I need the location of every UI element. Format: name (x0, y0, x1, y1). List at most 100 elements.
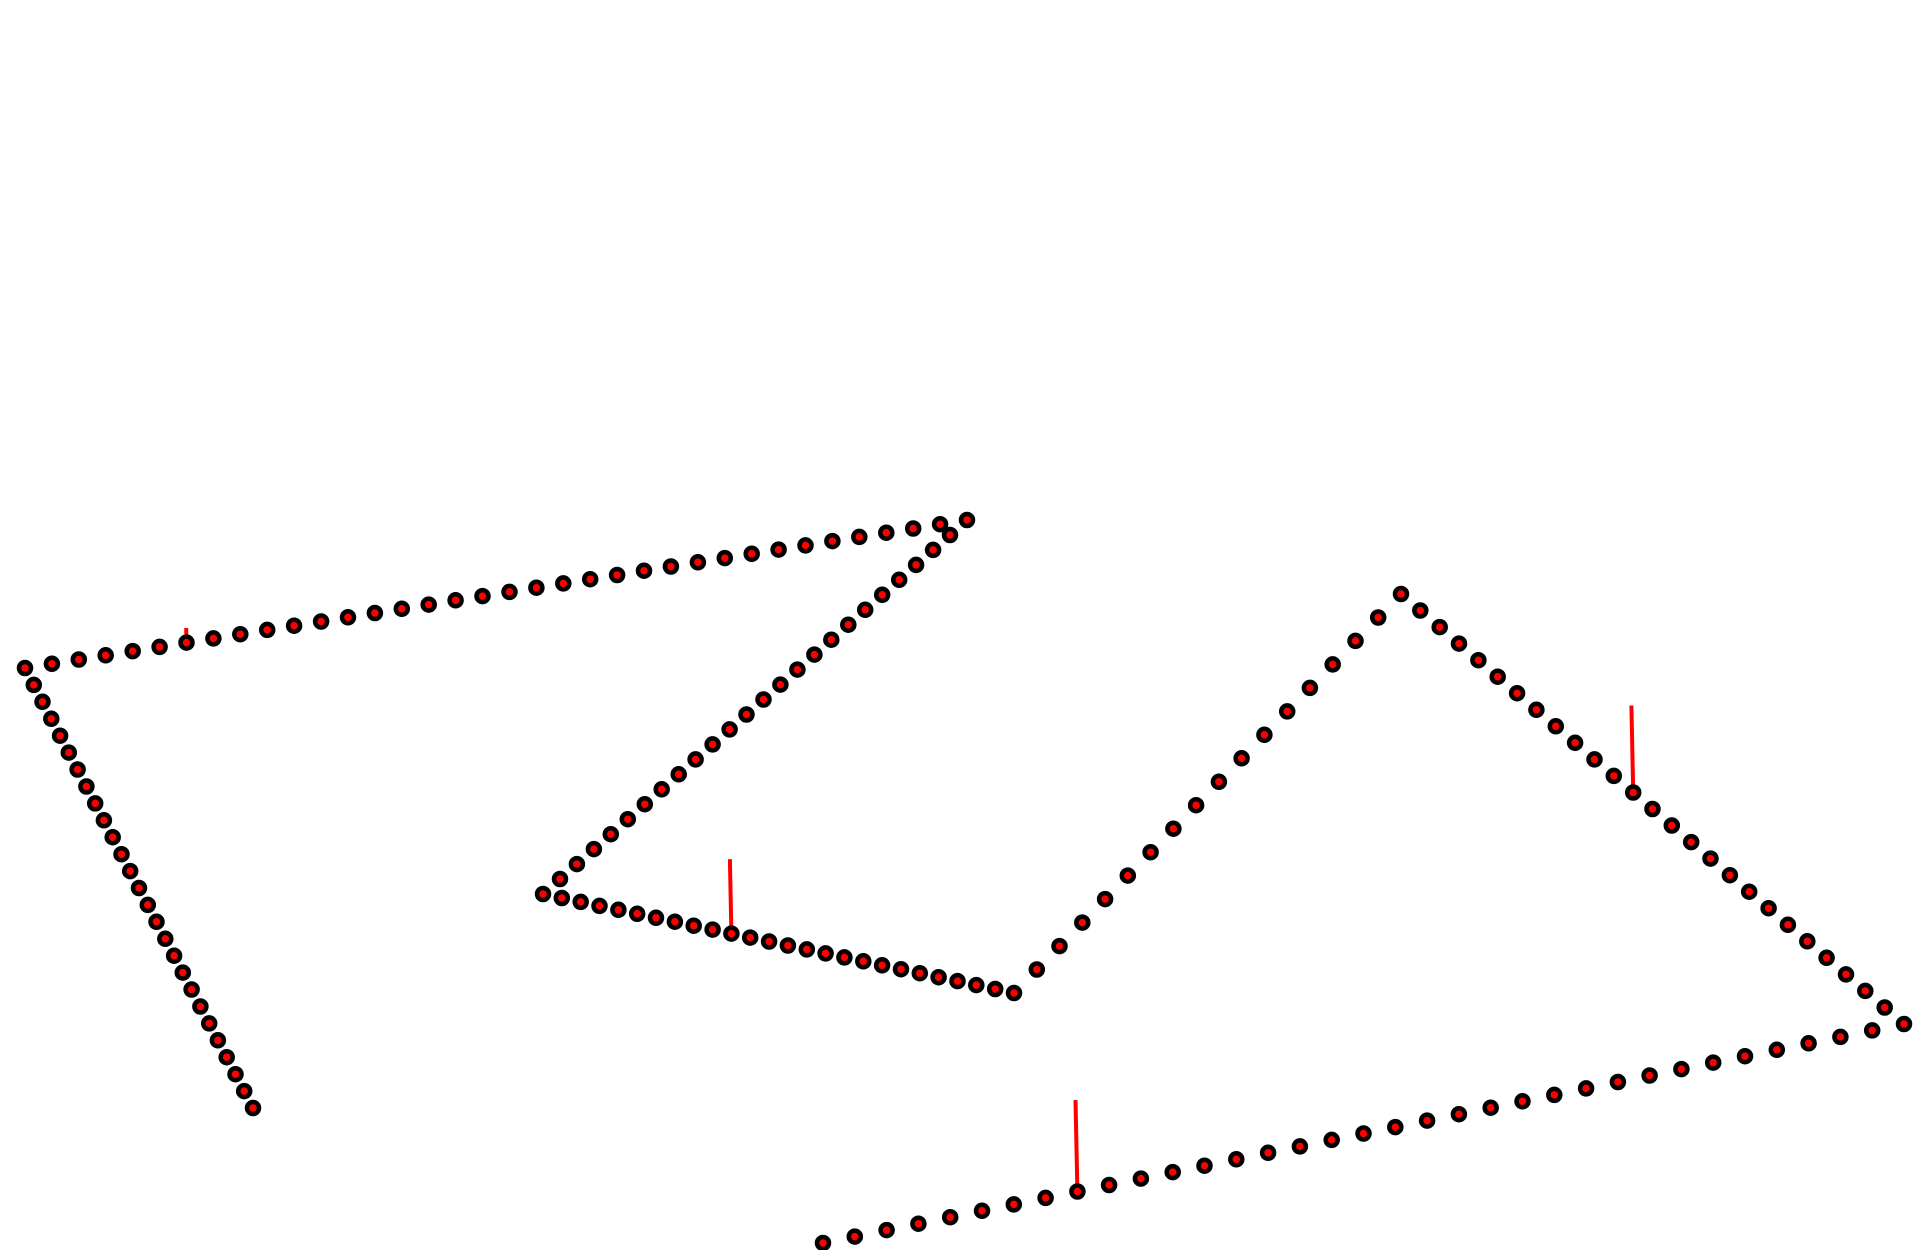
data-point-74 (738, 706, 755, 723)
data-point-140 (1624, 784, 1642, 801)
data-point-102 (836, 949, 853, 966)
data-point-25 (25, 676, 43, 694)
data-point-144 (1702, 850, 1719, 867)
data-point-110 (986, 980, 1004, 998)
data-point-99 (779, 937, 797, 954)
stem-layer (184, 627, 1636, 1192)
data-point-6 (192, 998, 209, 1015)
data-point-111 (1005, 984, 1023, 1002)
data-point-153 (1876, 999, 1893, 1016)
data-point-33 (205, 630, 222, 647)
data-point-75 (721, 721, 738, 738)
data-point-5 (200, 1015, 218, 1032)
data-point-187 (846, 1228, 864, 1245)
data-point-54 (770, 541, 787, 558)
data-point-104 (873, 957, 891, 974)
data-point-65 (890, 571, 908, 589)
data-point-135 (1528, 701, 1545, 719)
data-point-123 (1278, 703, 1296, 720)
data-point-48 (608, 566, 626, 584)
data-point-173 (1291, 1138, 1309, 1155)
data-point-178 (1132, 1170, 1150, 1187)
data-point-158 (1768, 1041, 1786, 1059)
data-point-147 (1760, 899, 1777, 917)
data-point-90 (610, 901, 627, 919)
data-point-86 (534, 885, 552, 903)
data-point-34 (232, 625, 249, 643)
data-point-114 (1074, 914, 1091, 931)
data-point-168 (1450, 1105, 1468, 1123)
data-point-97 (741, 929, 759, 946)
data-point-188 (814, 1234, 832, 1250)
data-point-24 (34, 693, 51, 711)
data-point-31 (151, 638, 168, 656)
data-point-92 (647, 909, 665, 927)
data-point-137 (1566, 734, 1584, 752)
data-point-2 (227, 1065, 244, 1083)
data-point-160 (1704, 1054, 1722, 1071)
stem-96 (727, 859, 734, 934)
data-point-32 (178, 634, 195, 651)
data-point-22 (51, 727, 69, 744)
data-point-10 (157, 930, 174, 948)
data-point-155 (1863, 1022, 1881, 1039)
data-point-161 (1673, 1060, 1690, 1078)
data-point-96 (723, 925, 740, 942)
data-point-83 (585, 840, 603, 858)
data-point-177 (1164, 1163, 1181, 1181)
data-point-183 (973, 1202, 991, 1220)
data-point-67 (856, 601, 874, 619)
data-point-126 (1347, 632, 1364, 650)
data-point-145 (1721, 866, 1739, 884)
data-point-3 (218, 1048, 235, 1066)
data-point-89 (591, 897, 608, 915)
data-point-157 (1800, 1035, 1817, 1052)
data-point-141 (1644, 800, 1661, 818)
data-point-106 (911, 964, 929, 982)
data-point-112 (1028, 961, 1046, 978)
data-point-53 (743, 545, 760, 563)
data-point-23 (43, 710, 60, 728)
data-point-116 (1119, 867, 1137, 884)
data-point-62 (941, 526, 959, 544)
data-point-119 (1187, 796, 1205, 814)
data-point-124 (1301, 679, 1319, 697)
data-point-43 (474, 587, 491, 605)
data-point-78 (670, 766, 687, 783)
data-point-63 (924, 541, 942, 559)
data-point-9 (165, 947, 183, 964)
data-point-107 (930, 968, 947, 986)
data-point-186 (878, 1221, 895, 1239)
data-point-164 (1577, 1080, 1595, 1097)
data-point-125 (1324, 656, 1341, 673)
data-point-108 (949, 972, 966, 990)
data-point-16 (104, 828, 121, 846)
data-point-7 (183, 981, 200, 998)
data-point-61 (958, 511, 976, 529)
data-point-72 (772, 676, 789, 693)
data-point-101 (817, 945, 834, 962)
data-point-4 (209, 1032, 227, 1049)
data-point-14 (121, 862, 139, 880)
data-point-142 (1663, 817, 1681, 834)
data-point-85 (551, 870, 569, 888)
data-point-117 (1142, 843, 1159, 861)
data-point-149 (1799, 933, 1816, 950)
data-point-30 (124, 642, 141, 660)
data-point-58 (878, 524, 895, 541)
data-point-162 (1641, 1067, 1658, 1084)
data-point-49 (635, 562, 653, 579)
data-point-115 (1096, 890, 1114, 908)
data-point-73 (755, 691, 772, 708)
data-point-13 (130, 879, 148, 897)
data-point-131 (1450, 635, 1468, 652)
data-point-60 (931, 515, 949, 533)
data-point-180 (1069, 1183, 1086, 1200)
data-point-166 (1514, 1093, 1531, 1110)
data-point-113 (1051, 937, 1068, 955)
data-point-40 (393, 600, 411, 618)
data-point-93 (666, 913, 684, 930)
data-point-59 (904, 520, 922, 537)
data-point-76 (704, 736, 721, 753)
